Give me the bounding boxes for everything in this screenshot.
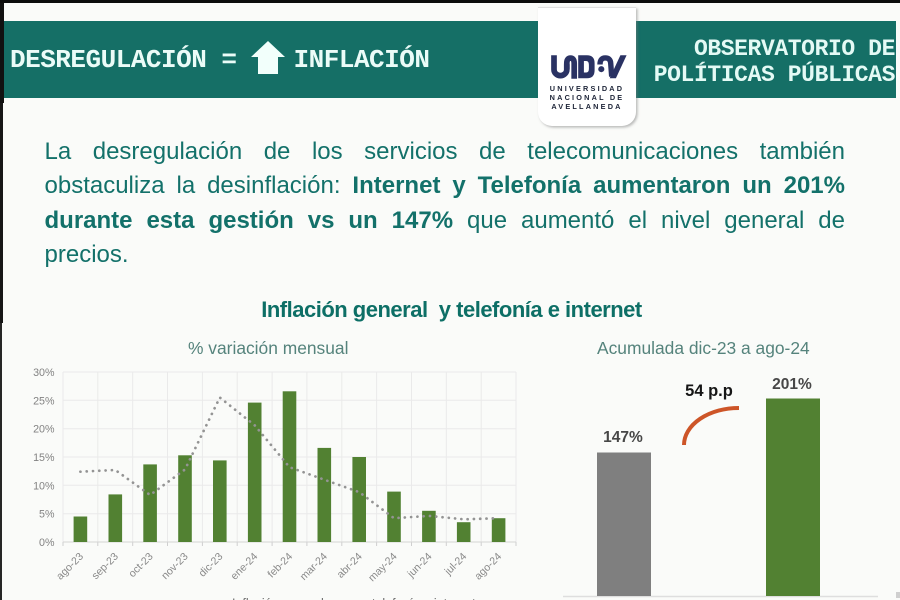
svg-text:oct-23: oct-23: [126, 551, 155, 580]
svg-text:may-24: may-24: [366, 551, 400, 585]
svg-text:20%: 20%: [33, 424, 55, 436]
svg-text:sep-23: sep-23: [90, 551, 121, 582]
svg-text:ago-23: ago-23: [54, 551, 86, 583]
svg-text:mar-24: mar-24: [298, 551, 330, 583]
svg-text:5%: 5%: [39, 509, 55, 521]
svg-text:Inflación general: Inflación general: [232, 596, 324, 600]
svg-text:0%: 0%: [39, 537, 55, 549]
svg-text:abr-24: abr-24: [335, 551, 365, 581]
svg-text:ene-24: ene-24: [229, 551, 261, 583]
svg-text:feb-24: feb-24: [265, 551, 295, 581]
svg-text:dic-23: dic-23: [197, 551, 226, 580]
svg-text:10%: 10%: [33, 480, 55, 492]
svg-text:jun-24: jun-24: [405, 551, 435, 581]
svg-text:30%: 30%: [33, 367, 55, 379]
svg-text:25%: 25%: [33, 395, 55, 407]
svg-text:ago-24: ago-24: [472, 551, 504, 583]
svg-text:jul-24: jul-24: [442, 551, 470, 579]
svg-text:nov-23: nov-23: [159, 551, 190, 582]
svg-text:telefonía e internet: telefonía e internet: [372, 596, 476, 600]
svg-text:15%: 15%: [33, 452, 55, 464]
